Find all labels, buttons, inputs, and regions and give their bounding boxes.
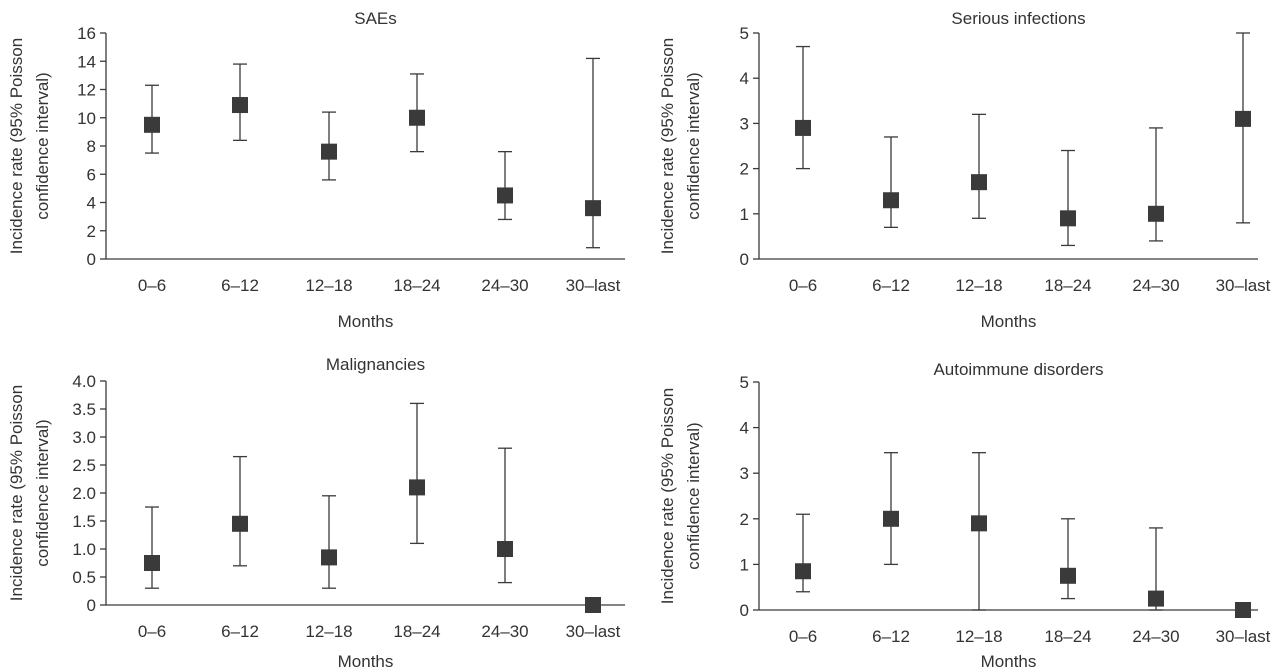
data-point-marker — [321, 549, 337, 566]
y-tick-label: 14 — [77, 52, 96, 71]
x-tick-label: 24–30 — [481, 622, 528, 641]
y-tick-label: 8 — [87, 137, 96, 156]
x-tick-label: 6–12 — [221, 622, 259, 641]
x-tick-label: 6–12 — [872, 276, 910, 295]
x-tick-label: 6–12 — [221, 276, 259, 295]
x-axis-label: Months — [981, 312, 1037, 331]
x-axis-label: Months — [338, 652, 394, 671]
x-tick-label: 18–24 — [393, 276, 440, 295]
y-tick-label: 3 — [740, 114, 749, 133]
data-point-marker — [585, 200, 601, 217]
x-tick-label: 0–6 — [789, 276, 817, 295]
y-tick-label: 4.0 — [72, 372, 96, 391]
data-point-marker — [883, 192, 899, 209]
x-tick-label: 12–18 — [955, 627, 1002, 646]
y-axis-label-line: confidence interval) — [33, 72, 52, 219]
data-point-marker — [1148, 590, 1164, 607]
data-point-marker — [971, 174, 987, 191]
x-tick-label: 30–last — [1216, 627, 1271, 646]
y-tick-label: 3.5 — [72, 400, 96, 419]
y-tick-label: 6 — [87, 165, 96, 184]
data-point-marker — [1060, 210, 1076, 227]
y-axis-label-line: Incidence rate (95% Poisson — [7, 38, 26, 254]
x-tick-label: 12–18 — [305, 622, 352, 641]
y-tick-label: 1 — [740, 555, 749, 574]
data-point-marker — [144, 116, 160, 133]
data-point-marker — [883, 510, 899, 527]
y-axis-label-line: confidence interval) — [684, 422, 703, 569]
y-axis-label-line: Incidence rate (95% Poisson — [7, 385, 26, 601]
chart-title: Malignancies — [326, 355, 425, 374]
x-tick-label: 18–24 — [1044, 627, 1091, 646]
x-tick-label: 30–last — [566, 622, 621, 641]
y-tick-label: 10 — [77, 109, 96, 128]
chart-panel-saes: SAEs 0 2 4 6 8 10 12 14 16 0–6 6–12 12–18 18–24 24–30 3… — [7, 9, 625, 331]
x-tick-label: 0–6 — [138, 276, 166, 295]
data-point-marker — [232, 97, 248, 114]
chart-title: SAEs — [354, 9, 397, 28]
y-tick-label: 5 — [740, 24, 749, 43]
y-axis-label-line: Incidence rate (95% Poisson — [658, 38, 677, 254]
chart-panel-malignancies: Malignancies 0 0.5 1.0 1.5 2.0 2.5 3.0 3.5 4.0 0–6… — [7, 355, 625, 671]
data-point-marker — [321, 143, 337, 160]
chart-panel-autoimmune-disorders: Autoimmune disorders 0 1 2 3 4 5 0–6 6–12 12–18 18… — [658, 360, 1271, 671]
data-point-marker — [232, 515, 248, 532]
data-point-marker — [795, 563, 811, 580]
data-point-marker — [1148, 205, 1164, 222]
x-tick-label: 24–30 — [481, 276, 528, 295]
data-point-marker — [497, 541, 513, 557]
data-point-marker — [409, 109, 425, 126]
chart-title: Autoimmune disorders — [933, 360, 1103, 379]
y-tick-label: 3 — [740, 464, 749, 483]
chart-panel-serious-infections: Serious infections 0 1 2 3 4 5 0–6 6–12 12–18 18–2… — [658, 9, 1271, 331]
y-axis-label-line: Incidence rate (95% Poisson — [658, 388, 677, 604]
y-axis-label-line: confidence interval) — [684, 72, 703, 219]
x-axis-label: Months — [338, 312, 394, 331]
data-point-marker — [795, 119, 811, 136]
y-tick-label: 4 — [740, 419, 749, 438]
data-point-marker — [497, 187, 513, 204]
x-tick-label: 30–last — [566, 276, 621, 295]
x-tick-label: 12–18 — [305, 276, 352, 295]
data-point-marker — [409, 479, 425, 496]
y-tick-label: 0 — [87, 250, 96, 269]
x-tick-label: 24–30 — [1132, 627, 1179, 646]
data-point-marker — [1235, 602, 1251, 618]
x-tick-label: 18–24 — [1044, 276, 1091, 295]
x-tick-label: 18–24 — [393, 622, 440, 641]
y-axis-label-line: confidence interval) — [33, 419, 52, 566]
y-tick-label: 0.5 — [72, 568, 96, 587]
y-tick-label: 0 — [740, 601, 749, 620]
data-point-marker — [971, 515, 987, 532]
y-tick-label: 1.0 — [72, 540, 96, 559]
y-tick-label: 16 — [77, 24, 96, 43]
y-tick-label: 0 — [87, 596, 96, 615]
y-tick-label: 0 — [740, 250, 749, 269]
x-axis-label: Months — [981, 652, 1037, 671]
x-tick-label: 30–last — [1216, 276, 1271, 295]
x-tick-label: 6–12 — [872, 627, 910, 646]
y-tick-label: 2.0 — [72, 484, 96, 503]
y-tick-label: 2.5 — [72, 456, 96, 475]
y-tick-label: 12 — [77, 81, 96, 100]
y-tick-label: 3.0 — [72, 428, 96, 447]
y-tick-label: 4 — [740, 69, 749, 88]
y-tick-label: 5 — [740, 373, 749, 392]
x-tick-label: 24–30 — [1132, 276, 1179, 295]
data-point-marker — [144, 555, 160, 571]
y-tick-label: 2 — [740, 160, 749, 179]
x-tick-label: 0–6 — [138, 622, 166, 641]
chart-title: Serious infections — [951, 9, 1085, 28]
data-point-marker — [1235, 110, 1251, 127]
x-tick-label: 12–18 — [955, 276, 1002, 295]
data-point-marker — [585, 597, 601, 613]
y-tick-label: 2 — [740, 510, 749, 529]
y-tick-label: 4 — [87, 194, 96, 213]
y-tick-label: 1 — [740, 205, 749, 224]
y-tick-label: 2 — [87, 222, 96, 241]
data-point-marker — [1060, 567, 1076, 584]
x-tick-label: 0–6 — [789, 627, 817, 646]
y-tick-label: 1.5 — [72, 512, 96, 531]
